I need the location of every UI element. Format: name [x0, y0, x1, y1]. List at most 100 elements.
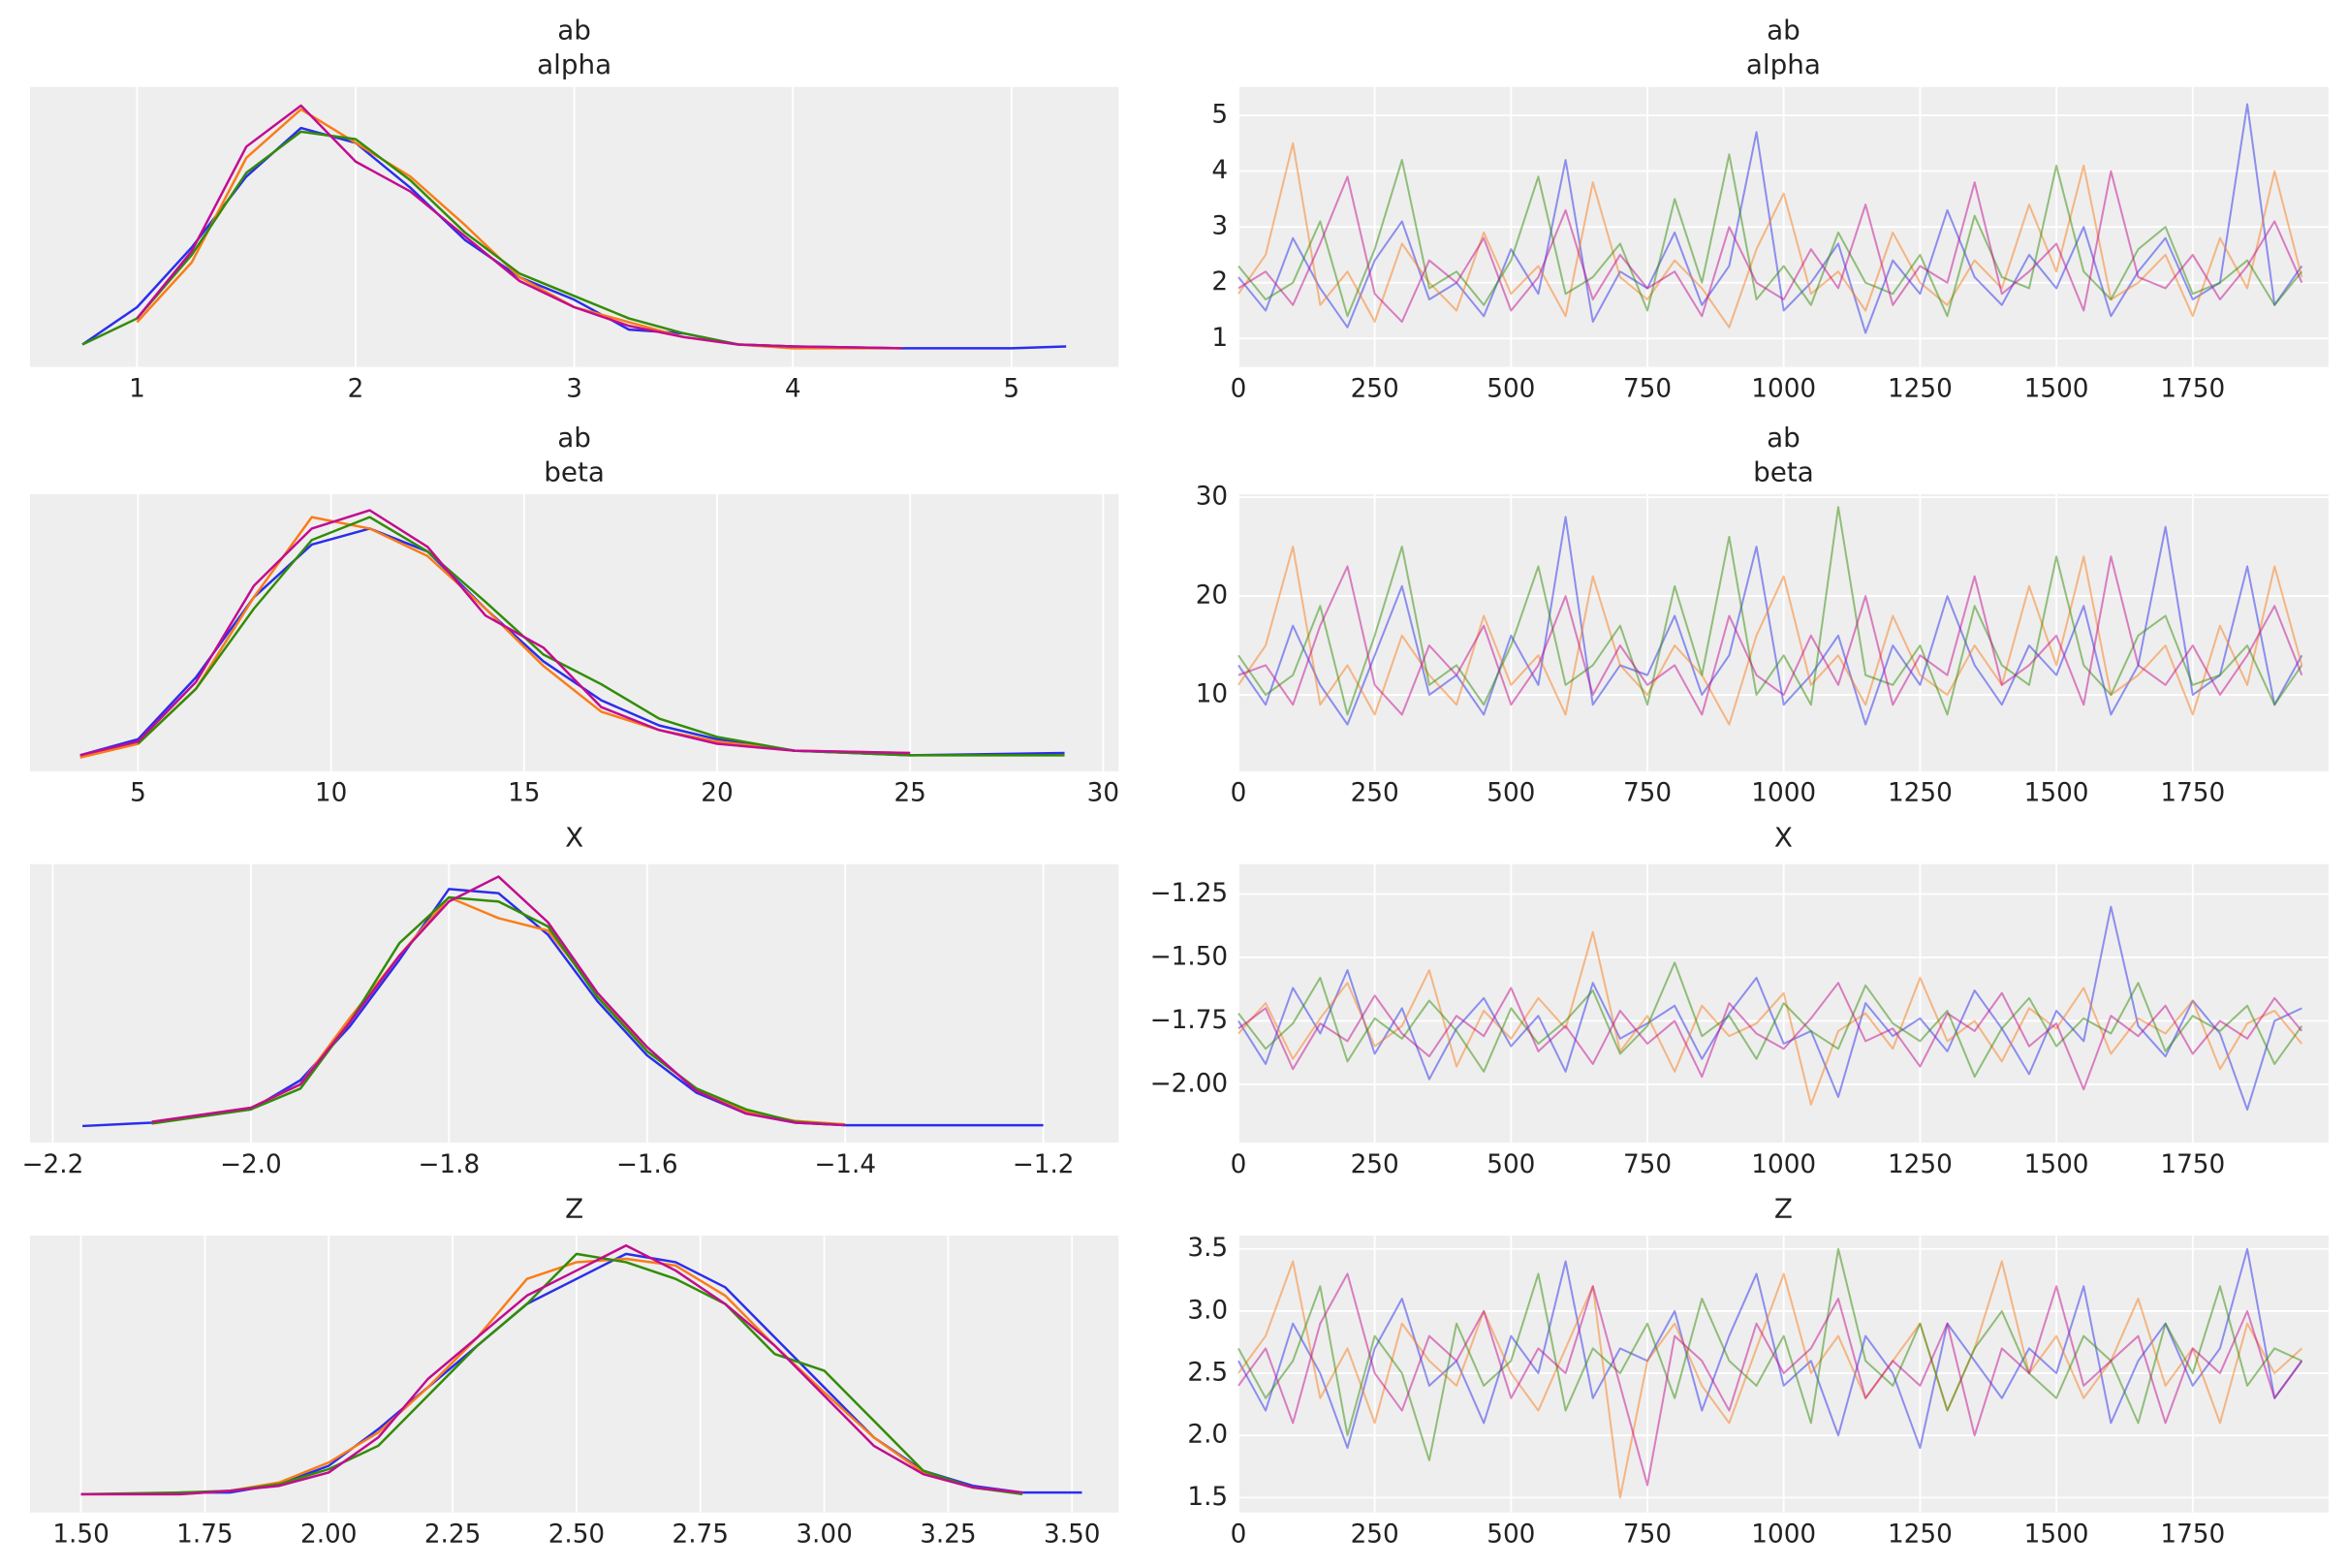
series-line: [1237, 141, 2303, 329]
series-line: [151, 875, 846, 1127]
x-tick-label: 5: [1003, 374, 1019, 403]
x-tick-label: 1750: [2160, 779, 2225, 808]
y-tick-label: 2.5: [1187, 1359, 1228, 1388]
series-line: [80, 1252, 1023, 1496]
y-tick-label: 1.5: [1187, 1483, 1228, 1512]
panel-title: X: [565, 821, 583, 853]
x-tick-label: 2.00: [300, 1520, 357, 1549]
panel-title: Z: [1774, 1193, 1793, 1225]
series-line: [80, 1244, 1023, 1496]
series-line: [151, 895, 846, 1127]
x-tick-label: 1.50: [52, 1520, 109, 1549]
x-tick-label: 750: [1623, 374, 1672, 403]
x-tick-label: 250: [1351, 1150, 1399, 1179]
series-line: [1237, 546, 2303, 726]
x-tick-label: 5: [130, 779, 146, 808]
series-line: [1237, 516, 2303, 726]
x-tick-label: 2: [348, 374, 364, 403]
y-tick-label: −2.00: [1150, 1069, 1228, 1098]
series-line: [1237, 930, 2303, 1106]
x-tick-label: 0: [1231, 1150, 1247, 1179]
series-line: [81, 130, 794, 348]
x-tick-label: 2.50: [548, 1520, 605, 1549]
series-line: [1237, 961, 2303, 1079]
x-tick-label: 3.00: [796, 1520, 852, 1549]
x-tick-label: 500: [1487, 374, 1535, 403]
series-line: [136, 104, 903, 350]
x-tick-label: 3: [566, 374, 582, 403]
x-tick-label: −1.4: [814, 1150, 876, 1179]
y-tick-label: 1: [1211, 324, 1228, 353]
x-tick-label: 1750: [2160, 1520, 2225, 1549]
x-tick-label: 750: [1623, 779, 1672, 808]
x-tick-label: 4: [785, 374, 801, 403]
panel-title: alpha: [537, 48, 611, 80]
x-tick-label: −1.2: [1013, 1150, 1075, 1179]
panel-title: alpha: [1746, 48, 1821, 80]
x-tick-label: 1750: [2160, 1150, 2225, 1179]
x-tick-label: −2.0: [220, 1150, 282, 1179]
x-tick-label: 3.50: [1044, 1520, 1100, 1549]
y-tick-label: −1.75: [1150, 1006, 1228, 1035]
x-tick-label: 1750: [2160, 374, 2225, 403]
y-tick-label: 20: [1196, 581, 1228, 611]
x-tick-label: 1250: [1888, 1150, 1953, 1179]
series-line: [79, 509, 911, 757]
x-tick-label: 1000: [1751, 374, 1816, 403]
panel-title: beta: [1753, 455, 1814, 487]
x-tick-label: 1250: [1888, 779, 1953, 808]
x-tick-label: 3.25: [920, 1520, 976, 1549]
panel-title: Z: [565, 1193, 583, 1225]
y-tick-label: −1.25: [1150, 879, 1228, 908]
y-tick-label: 3.0: [1187, 1296, 1228, 1325]
x-tick-label: 0: [1231, 374, 1247, 403]
x-tick-label: 25: [893, 779, 925, 808]
x-tick-label: 500: [1487, 779, 1535, 808]
series-line: [1237, 982, 2303, 1091]
x-tick-label: 1250: [1888, 374, 1953, 403]
x-tick-label: 10: [315, 779, 347, 808]
panel-title: ab: [1767, 14, 1800, 46]
x-tick-label: 2.25: [424, 1520, 481, 1549]
y-tick-label: 2: [1211, 267, 1228, 297]
y-tick-label: 4: [1211, 156, 1228, 185]
x-tick-label: 20: [701, 779, 733, 808]
y-tick-label: 30: [1196, 483, 1228, 512]
x-tick-label: 750: [1623, 1520, 1672, 1549]
x-tick-label: 1500: [2024, 779, 2089, 808]
series-line: [1237, 1260, 2303, 1499]
x-tick-label: 1000: [1751, 1150, 1816, 1179]
panel-title: ab: [557, 422, 591, 454]
x-tick-label: 1500: [2024, 1150, 2089, 1179]
x-tick-label: 1250: [1888, 1520, 1953, 1549]
x-tick-label: 1500: [2024, 1520, 2089, 1549]
x-tick-label: 1500: [2024, 374, 2089, 403]
x-tick-label: 1000: [1751, 779, 1816, 808]
x-tick-label: 250: [1351, 374, 1399, 403]
x-tick-label: 250: [1351, 779, 1399, 808]
x-tick-label: 0: [1231, 779, 1247, 808]
y-tick-label: 10: [1196, 680, 1228, 709]
plot-area: [29, 863, 1119, 1144]
x-tick-label: 500: [1487, 1150, 1535, 1179]
y-tick-label: −1.50: [1150, 943, 1228, 972]
series-line: [1237, 170, 2303, 324]
y-tick-label: 5: [1211, 101, 1228, 130]
x-tick-label: 750: [1623, 1150, 1672, 1179]
y-tick-label: 3.5: [1187, 1234, 1228, 1263]
series-line: [1237, 555, 2303, 716]
x-tick-label: 250: [1351, 1520, 1399, 1549]
x-tick-label: 2.75: [673, 1520, 729, 1549]
panel-title: X: [1774, 821, 1793, 853]
series-line: [1237, 506, 2303, 716]
x-tick-label: 1000: [1751, 1520, 1816, 1549]
plot-area: [29, 1235, 1119, 1513]
x-tick-label: −1.6: [616, 1150, 678, 1179]
x-tick-label: −1.8: [418, 1150, 480, 1179]
panel-title: ab: [1767, 422, 1800, 454]
plot-area: [29, 493, 1119, 771]
series-line: [1237, 1247, 2302, 1461]
series-line: [1237, 1272, 2303, 1487]
series-line: [80, 1257, 1023, 1496]
